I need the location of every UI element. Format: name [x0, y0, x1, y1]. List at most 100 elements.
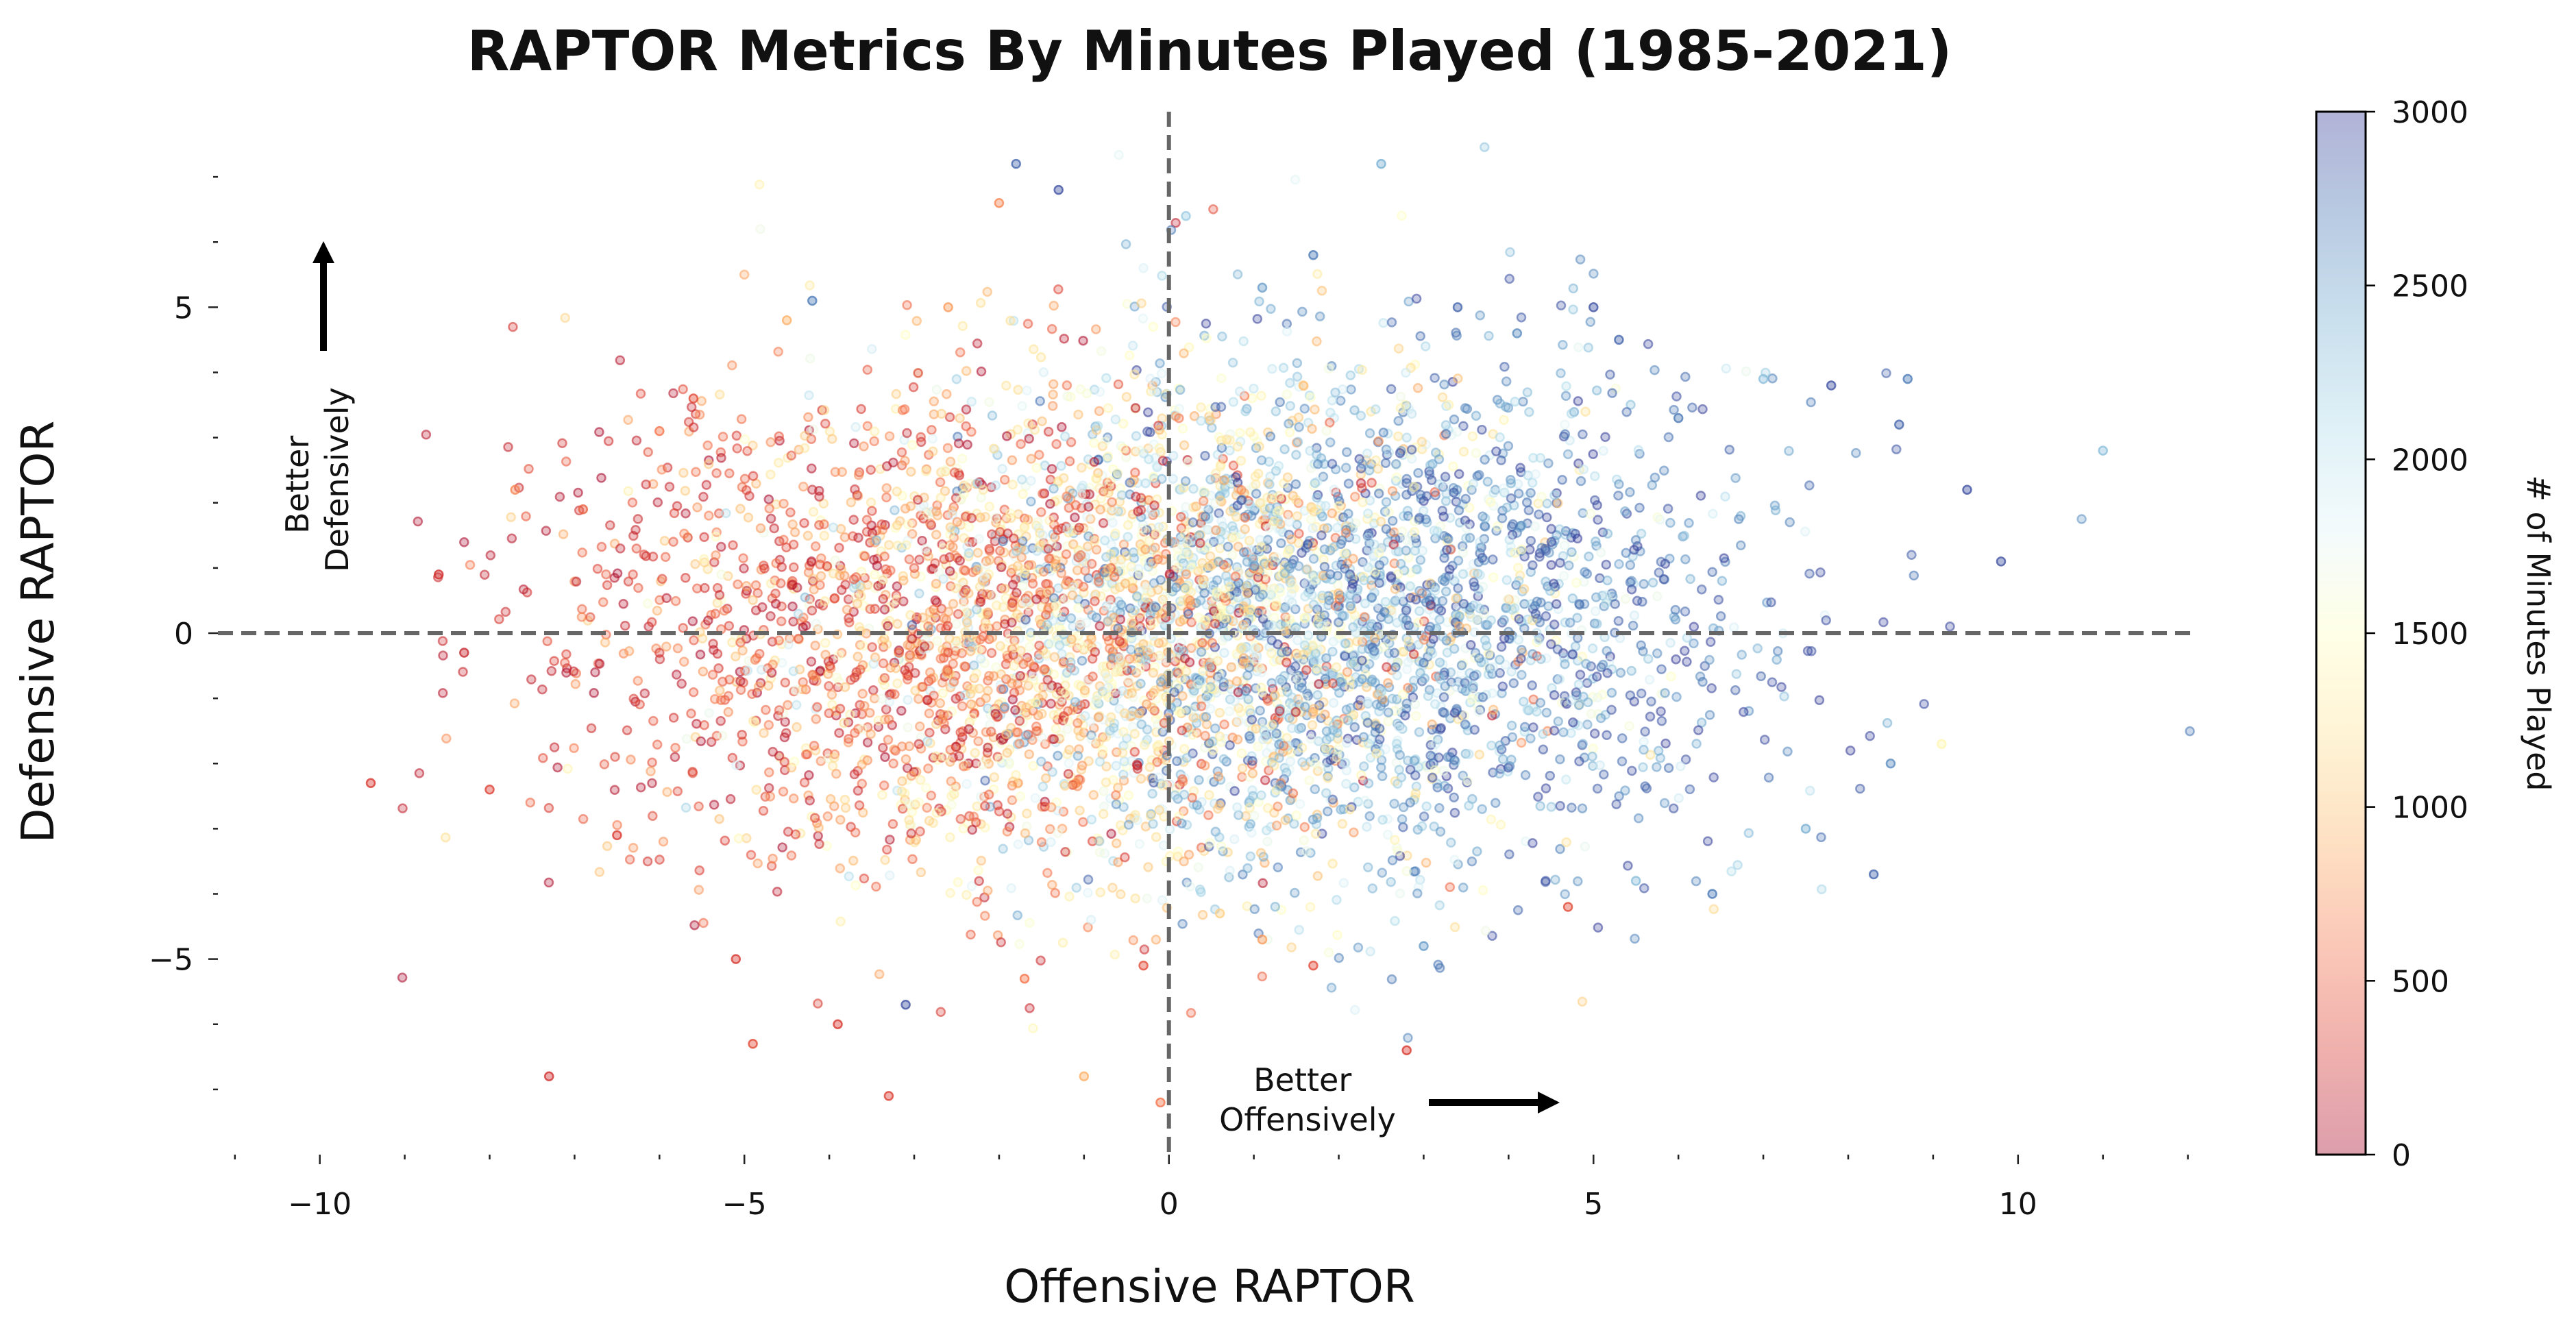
bg-point	[1575, 476, 1586, 487]
bg-point	[1095, 887, 1106, 898]
bg-point	[696, 396, 707, 406]
bg-point	[1491, 446, 1501, 457]
bg-point	[976, 855, 987, 866]
bg-point	[1144, 762, 1155, 772]
bg-point	[1118, 825, 1128, 836]
bg-point	[1595, 713, 1606, 724]
bg-point	[1155, 677, 1166, 687]
bg-point	[1652, 762, 1662, 772]
bg-point	[1133, 506, 1143, 517]
bg-point	[1043, 543, 1053, 554]
bg-point	[883, 735, 894, 745]
bg-point	[1118, 443, 1129, 454]
bg-point	[1421, 589, 1432, 600]
bg-point	[944, 633, 955, 644]
bg-point	[1090, 535, 1101, 546]
bg-point	[1075, 639, 1086, 650]
bg-point	[931, 751, 942, 761]
bg-point	[1488, 704, 1499, 715]
bg-point	[820, 637, 831, 648]
bg-point	[944, 412, 955, 423]
bg-point	[1205, 474, 1216, 485]
bg-point	[1708, 772, 1719, 783]
bg-point	[1255, 705, 1265, 716]
bg-point	[878, 574, 888, 585]
bg-point	[1401, 866, 1412, 876]
bg-point	[1244, 578, 1255, 589]
bg-point	[1400, 710, 1410, 721]
bg-point	[1039, 665, 1049, 676]
bg-point	[1214, 707, 1225, 718]
bg-point	[1466, 639, 1476, 650]
bg-point	[648, 715, 659, 726]
bg-point	[1564, 560, 1574, 571]
bg-point	[950, 640, 961, 651]
bg-point	[1020, 521, 1030, 532]
bg-point	[1578, 429, 1588, 440]
bg-point	[1387, 855, 1398, 865]
bg-point	[1105, 643, 1115, 654]
bg-point	[1064, 456, 1075, 467]
bg-point	[1181, 502, 1191, 513]
bg-point	[1663, 432, 1674, 443]
bg-point	[594, 427, 604, 437]
bg-point	[680, 573, 691, 583]
bg-point	[799, 518, 809, 528]
bg-point	[1177, 691, 1188, 702]
bg-point	[789, 756, 800, 767]
bg-point	[1448, 573, 1459, 583]
bg-point	[1440, 572, 1451, 582]
bg-point	[1194, 612, 1204, 623]
bg-point	[699, 532, 709, 543]
bg-point	[1673, 793, 1684, 804]
bg-point	[1266, 648, 1277, 659]
bg-point	[938, 543, 949, 554]
bg-point	[1397, 814, 1408, 824]
bg-point	[1402, 664, 1412, 675]
bg-point	[1130, 403, 1141, 413]
bg-point	[1077, 656, 1088, 666]
bg-point	[1196, 647, 1207, 657]
bg-point	[1010, 705, 1020, 715]
bg-point	[1571, 578, 1582, 588]
bg-point	[458, 667, 468, 677]
bg-point	[1397, 210, 1407, 221]
bg-point	[1464, 749, 1474, 759]
bg-point	[1007, 795, 1018, 806]
bg-point	[848, 855, 859, 866]
bg-point	[1555, 754, 1565, 765]
bg-point	[921, 466, 931, 477]
bg-point	[1081, 388, 1092, 399]
bg-point	[887, 819, 898, 829]
bg-point	[624, 645, 635, 656]
bg-point	[1442, 648, 1453, 658]
bg-point	[1474, 749, 1485, 760]
bg-point	[1181, 666, 1192, 677]
bg-point	[974, 683, 985, 694]
bg-point	[839, 532, 850, 543]
bg-point	[1453, 469, 1464, 479]
bg-point	[1375, 734, 1385, 745]
bg-point	[1646, 696, 1656, 707]
bg-point	[1770, 505, 1781, 515]
bg-point	[1347, 578, 1358, 589]
bg-point	[1201, 319, 1212, 329]
bg-point	[881, 483, 892, 493]
bg-point	[576, 612, 587, 622]
bg-point	[822, 561, 833, 571]
bg-point	[982, 286, 993, 297]
bg-point	[1414, 727, 1425, 737]
bg-point	[1327, 458, 1338, 469]
bg-point	[1384, 447, 1394, 458]
bg-point	[857, 689, 868, 699]
bg-point	[867, 642, 877, 652]
bg-point	[1471, 410, 1482, 421]
bg-point	[945, 456, 956, 467]
bg-point	[862, 365, 873, 375]
bg-point	[865, 604, 876, 615]
bg-point	[1350, 491, 1360, 502]
bg-point	[1319, 561, 1330, 572]
bg-point	[1695, 491, 1706, 501]
bg-point	[1432, 526, 1443, 537]
bg-point	[975, 297, 986, 308]
